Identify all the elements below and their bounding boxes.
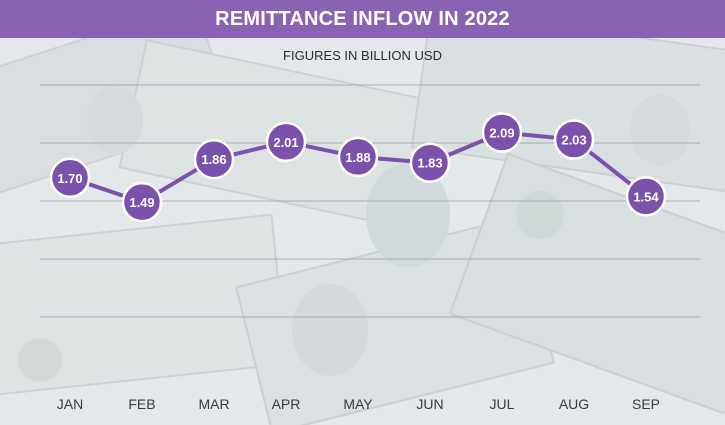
x-tick-label-aug: AUG [559,396,589,412]
x-tick-label-apr: APR [272,396,301,412]
x-tick-label-may: MAY [343,396,373,412]
chart-subtitle: FIGURES IN BILLION USD [283,48,442,63]
data-point-sep [625,176,667,217]
data-point-aug [553,119,595,160]
data-label-jun: 1.83 [417,156,442,171]
data-label-jul: 2.09 [489,126,514,141]
data-label-aug: 2.03 [561,133,586,148]
x-tick-label-jun: JUN [416,396,443,412]
x-tick-label-jul: JUL [490,396,515,412]
x-tick-label-sep: SEP [632,396,660,412]
data-point-jul [481,112,523,153]
x-tick-label-jan: JAN [57,396,83,412]
data-label-jan: 1.70 [57,171,82,186]
x-tick-label-feb: FEB [128,396,155,412]
data-point-apr [265,121,307,163]
chart-title-text: REMITTANCE INFLOW IN 2022 [215,7,510,30]
data-label-may: 1.88 [345,150,370,165]
data-label-mar: 1.86 [201,152,226,167]
data-point-jan [49,157,91,199]
data-point-may [337,136,379,178]
data-label-feb: 1.49 [129,195,154,210]
data-point-feb [121,181,163,223]
data-label-sep: 1.54 [633,189,659,204]
data-point-mar [193,138,235,180]
data-point-jun [409,142,451,183]
chart-title: REMITTANCE INFLOW IN 2022 [0,0,725,38]
x-tick-label-mar: MAR [198,396,229,412]
data-label-apr: 2.01 [273,135,298,150]
